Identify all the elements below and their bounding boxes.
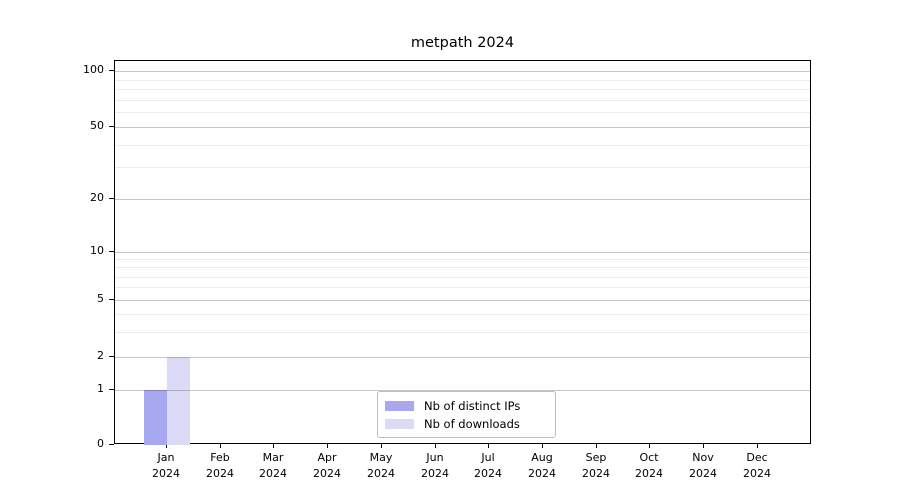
y-tick-label: 5: [97, 292, 104, 305]
gridline-minor: [115, 332, 810, 333]
x-tick-mark: [166, 444, 167, 448]
gridline-major: [115, 127, 810, 128]
bar-jan-downloads: [167, 357, 190, 445]
x-tick-year: 2024: [152, 467, 180, 480]
gridline-major: [115, 357, 810, 358]
x-tick-mark: [327, 444, 328, 448]
y-tick-mark: [109, 356, 114, 357]
y-tick-label: 20: [90, 191, 104, 204]
bar-jan-distinct-ips: [144, 390, 167, 445]
x-tick-label: May 2024: [351, 450, 411, 482]
x-tick-mark: [381, 444, 382, 448]
x-tick-mark: [757, 444, 758, 448]
x-tick-mark: [220, 444, 221, 448]
x-tick-year: 2024: [367, 467, 395, 480]
gridline-minor: [115, 167, 810, 168]
y-tick-mark: [109, 299, 114, 300]
x-tick-label: Oct 2024: [619, 450, 679, 482]
gridline-minor: [115, 112, 810, 113]
gridline-minor: [115, 145, 810, 146]
gridline-minor: [115, 267, 810, 268]
legend-swatch: [385, 400, 414, 411]
x-tick-mark: [703, 444, 704, 448]
x-tick-label: Jul 2024: [458, 450, 518, 482]
gridline-minor: [115, 80, 810, 81]
x-tick-year: 2024: [206, 467, 234, 480]
y-tick-mark: [109, 126, 114, 127]
x-tick-label: Sep 2024: [566, 450, 626, 482]
gridline-minor: [115, 259, 810, 260]
gridline-minor: [115, 287, 810, 288]
x-tick-year: 2024: [635, 467, 663, 480]
y-tick-mark: [109, 251, 114, 252]
x-tick-year: 2024: [689, 467, 717, 480]
x-tick-label: Dec 2024: [727, 450, 787, 482]
x-tick-label: Jun 2024: [405, 450, 465, 482]
x-tick-mark: [542, 444, 543, 448]
legend-label: Nb of distinct IPs: [424, 398, 521, 413]
y-tick-label: 2: [97, 349, 104, 362]
x-tick-label: Apr 2024: [297, 450, 357, 482]
legend-item: Nb of distinct IPs: [385, 399, 555, 413]
gridline-minor: [115, 277, 810, 278]
y-tick-label: 50: [90, 119, 104, 132]
x-tick-year: 2024: [528, 467, 556, 480]
x-tick-label: Jan 2024: [136, 450, 196, 482]
y-tick-label: 100: [83, 63, 104, 76]
plot-area: [114, 60, 811, 445]
x-tick-mark: [649, 444, 650, 448]
x-tick-label: Mar 2024: [243, 450, 303, 482]
gridline-major: [115, 199, 810, 200]
legend: Nb of distinct IPs Nb of downloads: [377, 391, 556, 438]
x-tick-label: Aug 2024: [512, 450, 572, 482]
x-tick-label: Nov 2024: [673, 450, 733, 482]
legend-item: Nb of downloads: [385, 417, 555, 431]
gridline-minor: [115, 100, 810, 101]
gridline-major: [115, 300, 810, 301]
x-tick-mark: [435, 444, 436, 448]
x-tick-year: 2024: [313, 467, 341, 480]
y-tick-label: 1: [97, 382, 104, 395]
y-tick-mark: [109, 389, 114, 390]
x-tick-year: 2024: [743, 467, 771, 480]
x-tick-year: 2024: [582, 467, 610, 480]
y-tick-label: 10: [90, 244, 104, 257]
legend-label: Nb of downloads: [424, 416, 520, 431]
gridline-minor: [115, 314, 810, 315]
x-tick-mark: [596, 444, 597, 448]
x-tick-year: 2024: [259, 467, 287, 480]
x-tick-label: Feb 2024: [190, 450, 250, 482]
gridline-major: [115, 71, 810, 72]
gridline-major: [115, 252, 810, 253]
y-tick-mark: [109, 444, 114, 445]
legend-swatch: [385, 418, 414, 429]
chart-title: metpath 2024: [410, 35, 515, 51]
x-tick-mark: [273, 444, 274, 448]
x-tick-year: 2024: [421, 467, 449, 480]
gridline-minor: [115, 89, 810, 90]
y-tick-mark: [109, 70, 114, 71]
y-tick-mark: [109, 198, 114, 199]
x-tick-mark: [488, 444, 489, 448]
y-tick-label: 0: [97, 437, 104, 450]
x-tick-year: 2024: [474, 467, 502, 480]
